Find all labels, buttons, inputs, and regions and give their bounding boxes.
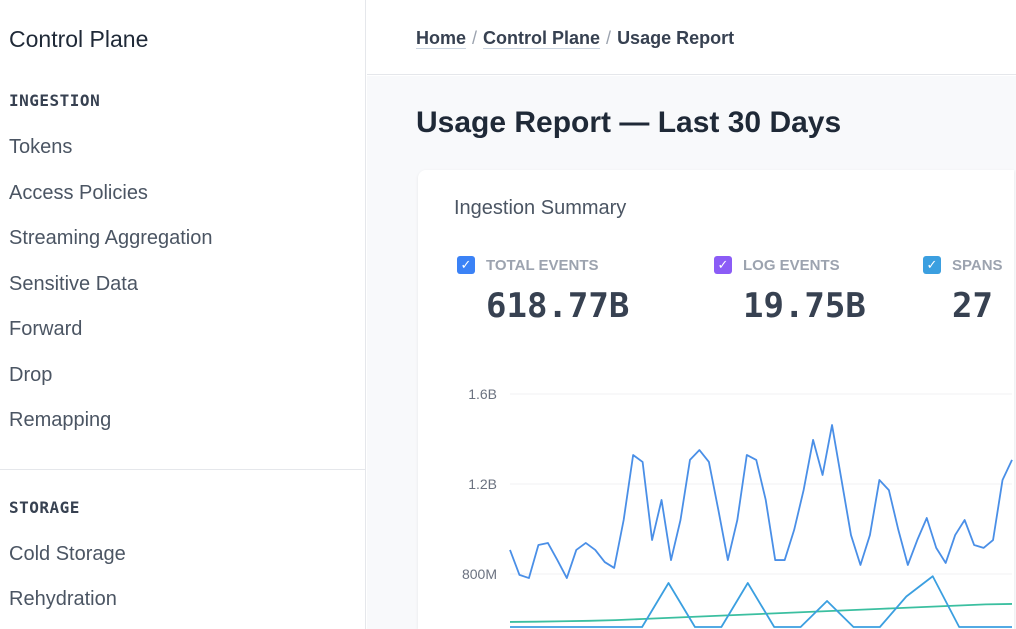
check-icon: ✓ bbox=[717, 257, 729, 272]
series-line-2 bbox=[510, 575, 1012, 628]
sidebar-item-drop[interactable]: Drop bbox=[9, 364, 53, 386]
metric-label: TOTAL EVENTS bbox=[486, 257, 599, 274]
sidebar-item-rehydration[interactable]: Rehydration bbox=[9, 588, 117, 610]
sidebar-item-sensitive-data[interactable]: Sensitive Data bbox=[9, 273, 138, 295]
check-icon: ✓ bbox=[460, 257, 472, 272]
sidebar-item-streaming-aggregation[interactable]: Streaming Aggregation bbox=[9, 227, 213, 249]
metric-label: SPANS bbox=[952, 257, 1003, 274]
sidebar: Control Plane INGESTION Tokens Access Po… bbox=[0, 0, 366, 629]
y-tick-label: 1.2B bbox=[468, 476, 497, 492]
breadcrumb: Home / Control Plane / Usage Report bbox=[416, 28, 734, 49]
breadcrumb-current: Usage Report bbox=[617, 28, 735, 48]
section-heading-storage: STORAGE bbox=[9, 498, 80, 517]
brand-title: Control Plane bbox=[9, 26, 149, 52]
series-line-1 bbox=[509, 603, 1013, 623]
section-heading-ingestion: INGESTION bbox=[9, 91, 101, 110]
checkbox-log-events[interactable]: ✓ bbox=[714, 256, 732, 274]
sidebar-item-forward[interactable]: Forward bbox=[9, 318, 83, 340]
breadcrumb-home[interactable]: Home bbox=[416, 28, 467, 48]
sidebar-item-cold-storage[interactable]: Cold Storage bbox=[9, 543, 126, 565]
check-icon: ✓ bbox=[926, 257, 938, 272]
checkbox-spans[interactable]: ✓ bbox=[923, 256, 941, 274]
checkbox-total-events[interactable]: ✓ bbox=[457, 256, 475, 274]
page-title: Usage Report — Last 30 Days bbox=[416, 106, 842, 139]
metric-label: LOG EVENTS bbox=[743, 257, 840, 274]
sidebar-item-tokens[interactable]: Tokens bbox=[9, 136, 73, 158]
sidebar-item-access-policies[interactable]: Access Policies bbox=[9, 182, 148, 204]
breadcrumb-control-plane[interactable]: Control Plane bbox=[483, 28, 601, 48]
ingestion-summary-card: Ingestion Summary ✓ TOTAL EVENTS 618.77B… bbox=[418, 170, 1014, 629]
metric-value: 618.77B bbox=[486, 286, 630, 326]
metric-value: 27 bbox=[952, 286, 993, 326]
sidebar-item-remapping[interactable]: Remapping bbox=[9, 409, 112, 431]
breadcrumb-separator: / bbox=[606, 28, 612, 48]
series-line-0 bbox=[509, 424, 1013, 579]
sidebar-divider bbox=[0, 469, 366, 470]
card-title: Ingestion Summary bbox=[454, 197, 627, 219]
y-tick-label: 1.6B bbox=[468, 386, 497, 402]
top-bar: Home / Control Plane / Usage Report bbox=[367, 0, 1016, 75]
metric-value: 19.75B bbox=[743, 286, 866, 326]
breadcrumb-separator: / bbox=[472, 28, 478, 48]
main-content: Usage Report — Last 30 Days Ingestion Su… bbox=[367, 76, 1016, 629]
y-tick-label: 800M bbox=[462, 566, 497, 582]
